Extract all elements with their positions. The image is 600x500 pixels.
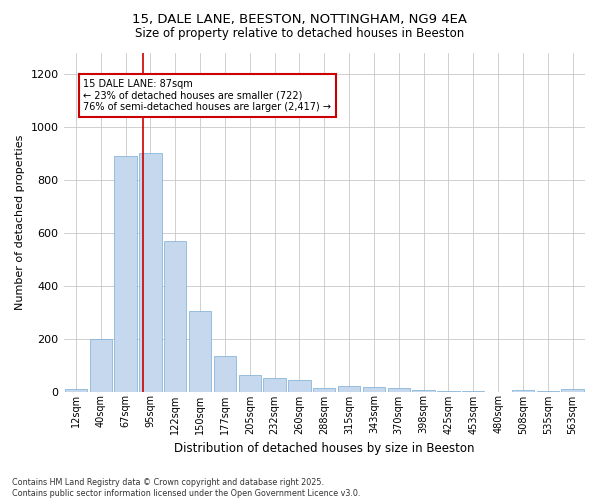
Bar: [89, 338, 112, 392]
X-axis label: Distribution of detached houses by size in Beeston: Distribution of detached houses by size …: [174, 442, 475, 455]
Bar: [115, 156, 137, 392]
Bar: [164, 240, 187, 392]
Bar: [388, 388, 410, 392]
Bar: [189, 310, 211, 392]
Bar: [338, 386, 360, 392]
Bar: [239, 375, 261, 392]
Bar: [313, 388, 335, 392]
Bar: [536, 391, 559, 392]
Text: Contains HM Land Registry data © Crown copyright and database right 2025.
Contai: Contains HM Land Registry data © Crown c…: [12, 478, 361, 498]
Bar: [562, 389, 584, 392]
Bar: [437, 390, 460, 392]
Bar: [512, 390, 534, 392]
Text: 15, DALE LANE, BEESTON, NOTTINGHAM, NG9 4EA: 15, DALE LANE, BEESTON, NOTTINGHAM, NG9 …: [133, 12, 467, 26]
Bar: [263, 378, 286, 392]
Y-axis label: Number of detached properties: Number of detached properties: [15, 134, 25, 310]
Bar: [139, 153, 161, 392]
Bar: [65, 389, 87, 392]
Bar: [288, 380, 311, 392]
Bar: [363, 386, 385, 392]
Bar: [214, 356, 236, 392]
Text: 15 DALE LANE: 87sqm
← 23% of detached houses are smaller (722)
76% of semi-detac: 15 DALE LANE: 87sqm ← 23% of detached ho…: [83, 79, 331, 112]
Bar: [412, 390, 435, 392]
Text: Size of property relative to detached houses in Beeston: Size of property relative to detached ho…: [136, 28, 464, 40]
